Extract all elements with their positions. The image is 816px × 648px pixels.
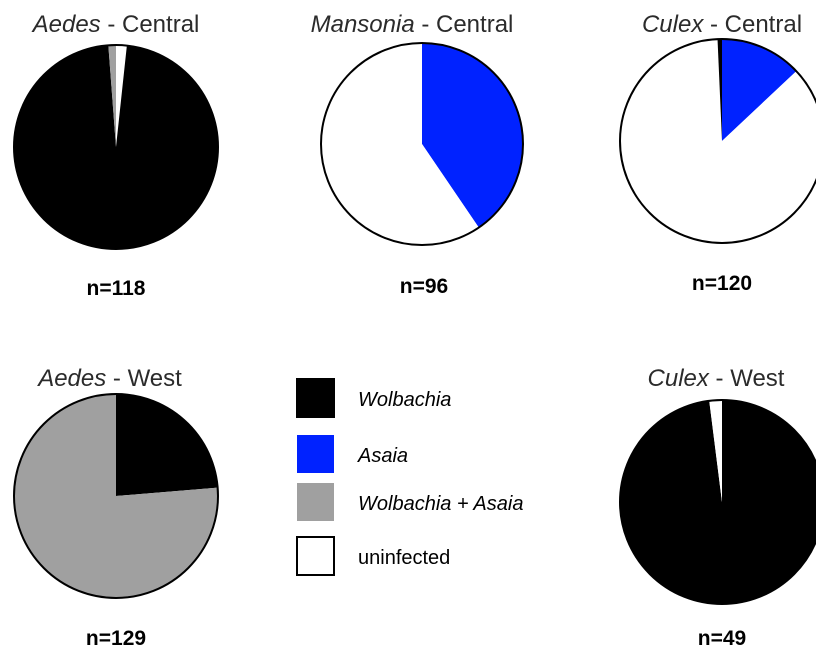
pie-slice-uninfected	[709, 400, 722, 502]
sample-size-label: n=129	[86, 627, 146, 648]
legend-label-uninfected: uninfected	[358, 547, 450, 569]
pie-outline	[13, 44, 219, 250]
legend-swatch-wolbachia	[296, 378, 335, 418]
pie-mansonia-central	[320, 42, 524, 246]
region-label: - Central	[703, 11, 802, 38]
pie-slice-asaia	[422, 43, 524, 228]
pie-aedes-central	[13, 44, 219, 250]
legend-swatch-wolbachia-asaia	[297, 483, 334, 521]
legend-label-wolbachia-asaia: Wolbachia + Asaia	[358, 493, 523, 515]
sample-size-label: n=49	[698, 627, 746, 648]
pie-outline	[619, 38, 816, 244]
pie-outline	[619, 399, 816, 605]
legend-label-asaia: Asaia	[357, 445, 408, 467]
genus-label: Aedes	[31, 11, 101, 38]
genus-label: Culex	[642, 11, 704, 38]
region-label: - Central	[101, 11, 200, 38]
region-label: - West	[106, 365, 182, 392]
pie-culex-west	[619, 399, 816, 605]
pie-culex-central	[619, 38, 816, 244]
pie-aedes-west	[13, 393, 219, 599]
legend-swatch-asaia	[297, 435, 334, 473]
legend-label-wolbachia: Wolbachia	[358, 389, 451, 411]
region-label: - Central	[415, 11, 514, 38]
region-label: - West	[709, 365, 785, 392]
sample-size-label: n=96	[400, 275, 448, 298]
chart-title: Culex - Central	[642, 11, 802, 38]
pie-slice-both	[108, 45, 116, 147]
pie-slice-wolbachia	[620, 400, 816, 604]
pie-slice-asaia	[722, 39, 797, 141]
pie-slice-uninfected	[321, 43, 479, 245]
genus-label: Aedes	[36, 365, 106, 392]
pie-outline	[13, 393, 219, 599]
panel-mansonia-central: Mansonia - Central n=96	[311, 11, 524, 298]
panel-culex-central: Culex - Central n=120	[619, 11, 816, 295]
chart-title: Mansonia - Central	[311, 11, 514, 38]
pie-slice-uninfected	[116, 45, 127, 147]
pie-slice-wolbachia	[14, 45, 219, 249]
pie-slice-wolbachia	[717, 39, 722, 141]
panel-culex-west: Culex - West n=49	[619, 365, 816, 648]
legend-swatch-uninfected	[296, 536, 335, 576]
panel-aedes-central: Aedes - Central n=118	[13, 11, 219, 300]
pie-slice-uninfected	[620, 39, 816, 243]
pie-outline	[320, 42, 524, 246]
genus-label: Culex	[648, 365, 710, 392]
chart-title: Aedes - Central	[31, 11, 200, 38]
chart-title: Aedes - West	[36, 365, 182, 392]
pie-slice-wolbachia	[116, 394, 218, 496]
legend: Wolbachia Asaia Wolbachia + Asaia uninfe…	[296, 378, 523, 576]
chart-title: Culex - West	[648, 365, 785, 392]
pie-slice-both	[13, 394, 218, 598]
genus-label: Mansonia	[311, 11, 415, 38]
panel-aedes-west: Aedes - West n=129	[13, 365, 219, 648]
sample-size-label: n=118	[87, 277, 146, 300]
sample-size-label: n=120	[692, 272, 752, 295]
